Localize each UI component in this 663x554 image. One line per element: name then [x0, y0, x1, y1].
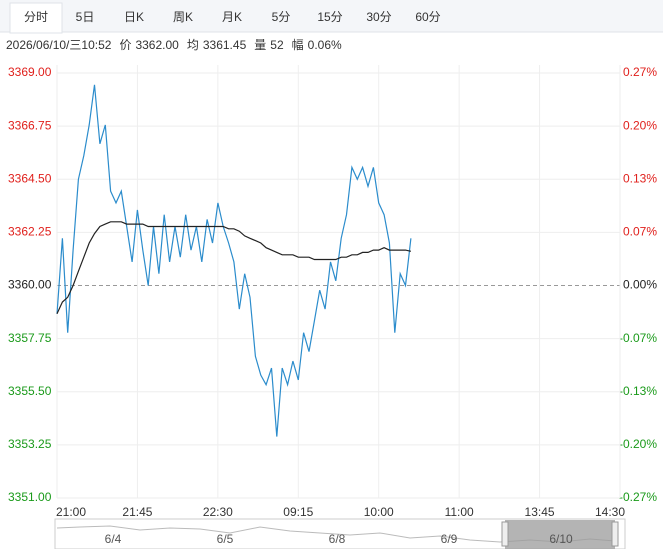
x-tick-label: 21:45	[122, 505, 152, 519]
y-tick-label: 3366.75	[8, 118, 52, 132]
series-line	[56, 84, 412, 437]
tab[interactable]: 周K	[173, 10, 193, 24]
y2-tick-label: -0.27%	[619, 490, 657, 504]
navigator-handle[interactable]	[501, 521, 509, 547]
tab[interactable]: 分时	[24, 10, 48, 24]
tab[interactable]: 日K	[124, 10, 144, 24]
series-line	[56, 221, 412, 315]
y-tick-label: 3355.50	[8, 384, 52, 398]
y2-tick-label: 0.13%	[623, 171, 657, 185]
info-value: 3361.45	[203, 38, 247, 52]
tab-selected	[9, 2, 63, 34]
x-tick-label: 14:30	[595, 505, 625, 519]
y2-tick-label: -0.13%	[619, 384, 657, 398]
x-tick-label: 13:45	[525, 505, 555, 519]
y-tick-label: 3353.25	[8, 437, 52, 451]
y-tick-label: 3360.00	[8, 278, 52, 292]
y2-tick-label: 0.27%	[623, 65, 657, 79]
navigator-date: 6/10	[549, 532, 573, 546]
tab[interactable]: 5分	[272, 10, 291, 24]
y-tick-label: 3362.25	[8, 225, 52, 239]
x-tick-label: 09:15	[283, 505, 313, 519]
info-label: 均	[187, 38, 199, 52]
y-tick-label: 3369.00	[8, 65, 52, 79]
y2-tick-label: 0.20%	[623, 118, 657, 132]
y2-tick-label: 0.07%	[623, 225, 657, 239]
info-value: 52	[270, 38, 284, 52]
navigator-date: 6/8	[329, 532, 346, 546]
navigator-selection[interactable]	[505, 520, 615, 549]
y2-tick-label: 0.00%	[623, 278, 657, 292]
y-tick-label: 3364.50	[8, 171, 52, 185]
navigator-date: 6/5	[217, 532, 234, 546]
tab[interactable]: 5日	[76, 10, 95, 24]
tab[interactable]: 60分	[415, 10, 440, 24]
y2-tick-label: -0.20%	[619, 437, 657, 451]
info-label: 幅	[292, 37, 304, 52]
navigator-handle[interactable]	[611, 521, 619, 547]
x-tick-label: 22:30	[203, 505, 233, 519]
x-tick-label: 21:00	[56, 505, 86, 519]
tab[interactable]: 15分	[317, 10, 342, 24]
info-value: 0.06%	[308, 38, 342, 52]
tab-bar	[0, 0, 663, 32]
y-tick-label: 3357.75	[8, 331, 52, 345]
x-tick-label: 10:00	[364, 505, 394, 519]
tab[interactable]: 月K	[222, 10, 242, 24]
info-value: 3362.00	[135, 38, 179, 52]
info-value: 2026/06/10/三10:52	[6, 38, 112, 52]
info-label: 价	[119, 38, 131, 52]
navigator-date: 6/4	[105, 532, 122, 546]
y2-tick-label: -0.07%	[619, 331, 657, 345]
navigator-date: 6/9	[441, 532, 458, 546]
tab[interactable]: 30分	[366, 10, 391, 24]
info-bar: 2026/06/10/三10:52 价 3362.00 均 3361.45 量 52 幅 0.0…	[6, 37, 342, 52]
x-tick-label: 11:00	[445, 505, 474, 519]
info-label: 量	[254, 38, 266, 52]
y-tick-label: 3351.00	[8, 490, 52, 504]
